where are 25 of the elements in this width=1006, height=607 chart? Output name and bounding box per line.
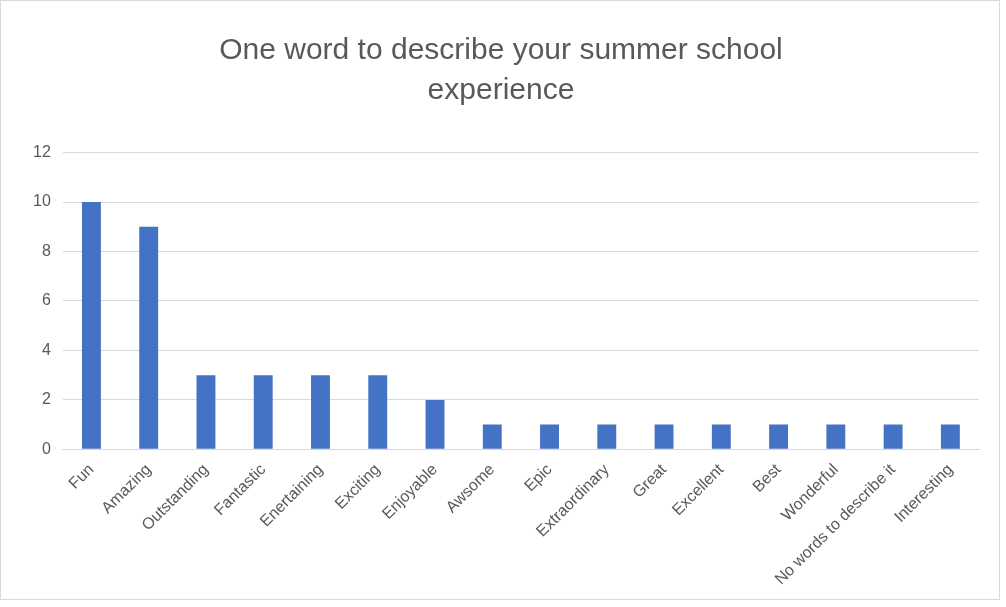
- chart-title: One word to describe your summer school experience: [218, 31, 784, 107]
- y-tick-label: 6: [41, 291, 51, 309]
- bar: [425, 399, 445, 449]
- y-tick-label: 4: [41, 340, 51, 358]
- y-tick-label: 10: [33, 192, 51, 210]
- bar: [81, 202, 101, 449]
- bar: [654, 424, 674, 449]
- bar: [940, 424, 960, 449]
- y-tick-label: 12: [33, 143, 51, 161]
- bar: [482, 424, 502, 449]
- y-tick-label: 0: [41, 439, 51, 457]
- bar: [540, 424, 559, 449]
- bar: [826, 424, 846, 449]
- bar: [711, 424, 731, 449]
- y-tick-label: 2: [41, 390, 51, 408]
- bar: [139, 226, 159, 449]
- bar: [196, 375, 216, 449]
- bar: [311, 375, 330, 449]
- y-tick-label: 8: [41, 241, 51, 259]
- bar: [253, 375, 273, 449]
- bar: [769, 424, 789, 449]
- bar: [883, 424, 903, 449]
- bar: [368, 375, 388, 449]
- bar: [597, 424, 617, 449]
- x-tick-label: Fun: [65, 460, 97, 492]
